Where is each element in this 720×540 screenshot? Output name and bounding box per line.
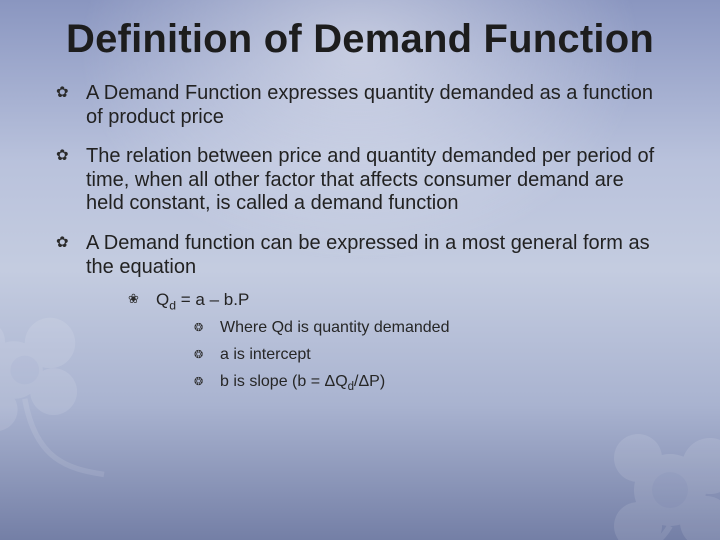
list-item-text: Qd = a – b.P [156, 290, 249, 309]
bullet-list-lvl2: Qd = a – b.P Where Qd is quantity demand… [86, 289, 664, 393]
list-item: A Demand Function expresses quantity dem… [56, 82, 664, 129]
list-item-text: b is slope (b = ΔQd/ΔP) [220, 373, 385, 390]
list-item: b is slope (b = ΔQd/ΔP) [194, 372, 664, 393]
list-item: The relation between price and quantity … [56, 145, 664, 216]
list-item-text: The relation between price and quantity … [86, 145, 654, 214]
list-item: Qd = a – b.P Where Qd is quantity demand… [128, 289, 664, 393]
list-item: a is intercept [194, 345, 664, 366]
list-item-text: a is intercept [220, 346, 311, 363]
list-item: Where Qd is quantity demanded [194, 318, 664, 339]
slide: Definition of Demand Function A Demand F… [0, 0, 720, 540]
slide-title: Definition of Demand Function [56, 18, 664, 60]
list-item-text: A Demand function can be expressed in a … [86, 232, 650, 278]
bullet-list: A Demand Function expresses quantity dem… [56, 82, 664, 393]
list-item: A Demand function can be expressed in a … [56, 232, 664, 393]
list-item-text: A Demand Function expresses quantity dem… [86, 82, 653, 128]
bullet-list-lvl3: Where Qd is quantity demanded a is inter… [156, 318, 664, 392]
list-item-text: Where Qd is quantity demanded [220, 319, 449, 336]
